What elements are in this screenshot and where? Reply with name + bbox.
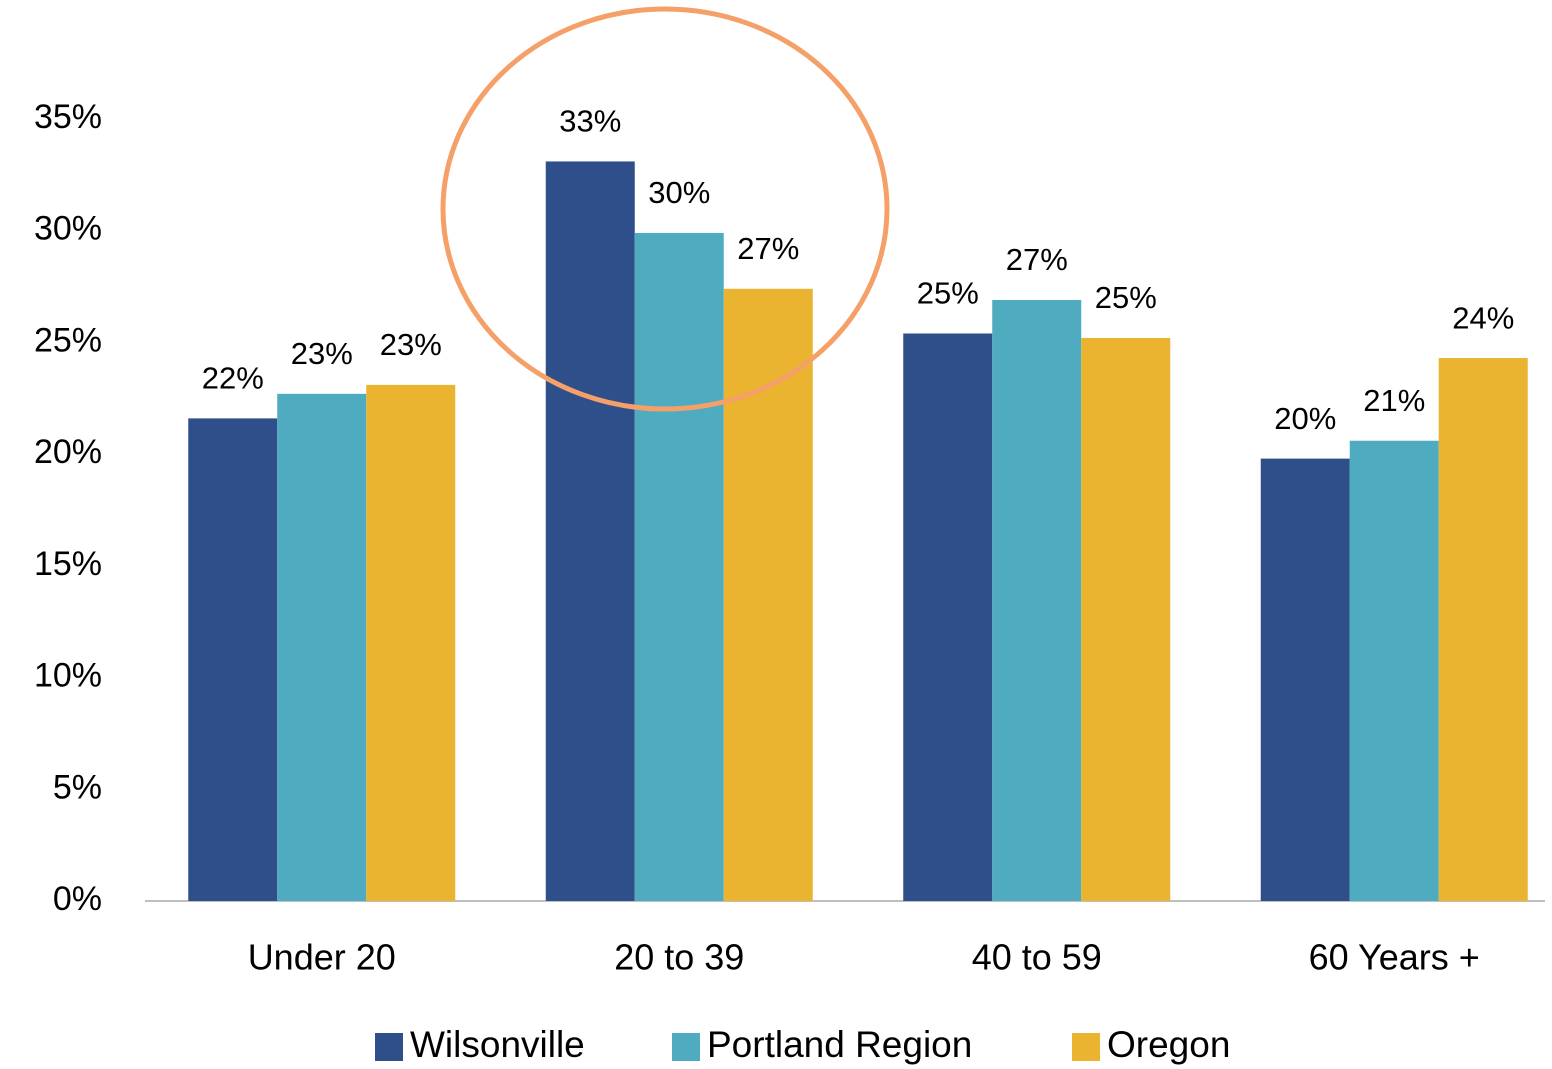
legend-label: Oregon bbox=[1107, 1024, 1230, 1065]
x-tick-label: 20 to 39 bbox=[614, 937, 744, 978]
value-label: 27% bbox=[737, 231, 799, 266]
legend-swatch bbox=[1072, 1033, 1100, 1061]
value-label: 22% bbox=[202, 361, 264, 396]
legend-swatch bbox=[672, 1033, 700, 1061]
bar bbox=[1260, 458, 1350, 901]
bar bbox=[545, 161, 635, 902]
value-label: 20% bbox=[1274, 401, 1336, 436]
value-label: 24% bbox=[1452, 300, 1514, 335]
value-label: 23% bbox=[380, 327, 442, 362]
bar bbox=[1438, 358, 1528, 901]
legend-swatch bbox=[375, 1033, 403, 1061]
highlight-ellipse bbox=[440, 6, 890, 412]
plot: 0% 5% 10% 15% 20% 25% 30% 35% Under 20 22% 23% 23% 2… bbox=[34, 98, 1528, 1065]
bar bbox=[903, 333, 993, 901]
value-label: 25% bbox=[1095, 280, 1157, 315]
y-tick-label: 35% bbox=[34, 98, 102, 136]
value-label: 27% bbox=[1006, 242, 1068, 277]
bar bbox=[1349, 440, 1439, 901]
bar bbox=[992, 299, 1082, 901]
bar bbox=[634, 232, 724, 901]
y-tick-label: 5% bbox=[53, 768, 102, 806]
y-tick-label: 20% bbox=[34, 433, 102, 471]
legend-label: Wilsonville bbox=[410, 1024, 585, 1065]
y-tick-label: 15% bbox=[34, 545, 102, 583]
value-label: 23% bbox=[291, 336, 353, 371]
value-label: 33% bbox=[559, 104, 621, 139]
y-tick-label: 25% bbox=[34, 321, 102, 359]
value-label: 21% bbox=[1363, 383, 1425, 418]
y-tick-label: 0% bbox=[53, 880, 102, 918]
bar bbox=[1081, 337, 1171, 902]
y-tick-label: 30% bbox=[34, 210, 102, 248]
x-tick-label: 40 to 59 bbox=[972, 937, 1102, 978]
legend-label: Portland Region bbox=[707, 1024, 972, 1065]
value-label: 25% bbox=[917, 276, 979, 311]
bar bbox=[723, 288, 813, 901]
y-tick-label: 10% bbox=[34, 657, 102, 695]
x-tick-label: 60 Years + bbox=[1309, 937, 1480, 978]
bar bbox=[277, 393, 367, 901]
bar bbox=[188, 418, 278, 901]
x-tick-label: Under 20 bbox=[248, 937, 396, 978]
value-label: 30% bbox=[648, 175, 710, 210]
bar bbox=[366, 384, 456, 901]
